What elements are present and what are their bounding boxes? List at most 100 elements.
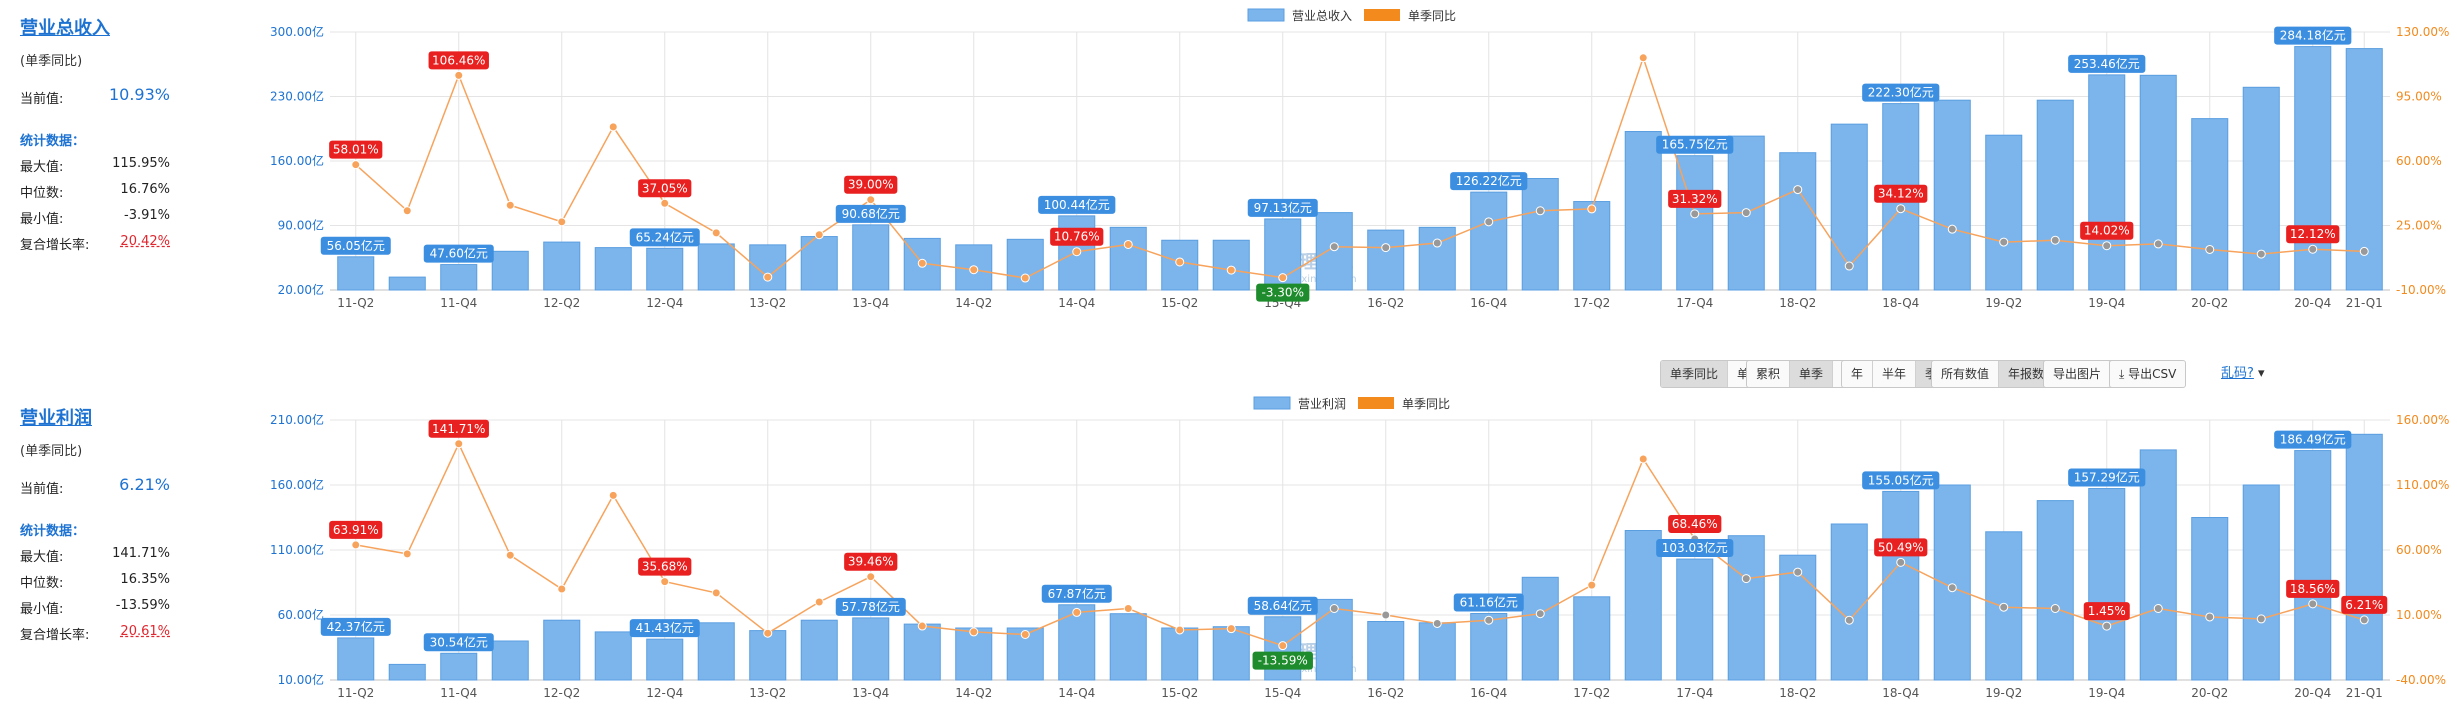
- data-label: 63.91%: [333, 523, 379, 537]
- bar: [697, 622, 735, 681]
- line-point: [608, 490, 618, 500]
- stats-header: 统计数据：: [20, 524, 86, 539]
- toolbar-button[interactable]: 半年: [1873, 361, 1917, 387]
- data-label: 37.05%: [642, 181, 688, 195]
- data-label: 253.46亿元: [2074, 56, 2140, 71]
- line-point: [711, 228, 721, 238]
- line-point: [1793, 567, 1803, 577]
- x-tick-label: 20-Q2: [2191, 296, 2228, 310]
- line-point: [1638, 454, 1648, 464]
- line-point: [2256, 249, 2266, 259]
- data-label-box: [1247, 198, 1318, 217]
- bar: [646, 638, 684, 681]
- encoding-help-dropdown[interactable]: 乱码? ▾: [2221, 360, 2265, 388]
- profit-title[interactable]: 营业利润: [20, 408, 92, 429]
- toolbar-button[interactable]: 累积: [1747, 361, 1791, 387]
- line-point: [1844, 261, 1854, 271]
- data-label: 39.46%: [848, 555, 894, 569]
- data-label-box: [1252, 651, 1313, 670]
- data-label-box: [2286, 579, 2340, 598]
- data-label: 157.29亿元: [2074, 470, 2140, 485]
- toolbar-button[interactable]: 导出图片: [2053, 367, 2102, 381]
- encoding-help-link[interactable]: 乱码?: [2221, 366, 2254, 381]
- data-label-box: [1668, 189, 1722, 208]
- bar: [337, 256, 375, 291]
- line-point: [2205, 244, 2215, 254]
- data-label-box: [1050, 227, 1104, 246]
- y-left-tick-label: 90.00亿: [278, 218, 324, 233]
- profit-current: 当前值: 6.21%: [20, 475, 170, 500]
- bar: [2139, 449, 2177, 681]
- stat-value[interactable]: 20.42%: [120, 234, 170, 249]
- operating-profit-panel: 营业利润 (单季同比) 当前值: 6.21% 统计数据： 最大值: 141.71%…: [0, 390, 2457, 719]
- line-point: [402, 206, 412, 216]
- legend-swatch-line: [1358, 397, 1394, 409]
- data-label: 1.45%: [2088, 604, 2126, 618]
- x-tick-label: 20-Q2: [2191, 686, 2228, 700]
- x-tick-label: 14-Q4: [1058, 686, 1095, 700]
- bar: [388, 276, 426, 291]
- line-point: [1484, 615, 1494, 625]
- toolbar-button[interactable]: 所有数值: [1932, 361, 2000, 387]
- x-tick-label: 18-Q4: [1882, 686, 1919, 700]
- bar: [903, 623, 941, 681]
- data-label: 12.12%: [2290, 227, 2336, 241]
- stat-value[interactable]: 20.61%: [120, 624, 170, 639]
- x-tick-label: 18-Q2: [1779, 686, 1816, 700]
- stat-label: 复合增长率:: [20, 238, 90, 253]
- x-tick-label: 17-Q2: [1573, 686, 1610, 700]
- chevron-down-icon: ▾: [2253, 366, 2265, 381]
- x-tick-label: 19-Q2: [1985, 296, 2022, 310]
- line-point: [1999, 602, 2009, 612]
- toolbar-button[interactable]: ⤓ 导出CSV: [2119, 367, 2177, 381]
- line-point: [505, 550, 515, 560]
- data-label: -13.59%: [1258, 654, 1308, 668]
- line-point: [1072, 247, 1082, 257]
- data-label: 56.05亿元: [327, 238, 385, 253]
- line-point: [1175, 625, 1185, 635]
- current-label: 当前值:: [20, 482, 64, 497]
- line-point: [1535, 206, 1545, 216]
- line-point: [1381, 610, 1391, 620]
- y-right-tick-label: -10.00%: [2396, 283, 2446, 297]
- data-label-box: [1874, 538, 1928, 557]
- line-point: [1535, 609, 1545, 619]
- bar: [1367, 229, 1405, 291]
- stat-value: -13.59%: [115, 598, 170, 613]
- line-point: [454, 70, 464, 80]
- legend-label: 单季同比: [1402, 397, 1450, 411]
- bar: [955, 627, 993, 681]
- toolbar-button[interactable]: 单季: [1790, 361, 1834, 387]
- data-label-box: [329, 140, 383, 159]
- line-point: [763, 272, 773, 282]
- x-tick-label: 12-Q4: [646, 686, 683, 700]
- bar: [337, 637, 375, 681]
- data-label: 58.64亿元: [1254, 598, 1312, 613]
- line-point: [2153, 239, 2163, 249]
- x-tick-label: 16-Q4: [1470, 686, 1507, 700]
- bar: [1470, 191, 1508, 291]
- legend-swatch-line: [1364, 9, 1400, 21]
- x-tick-label: 12-Q2: [543, 686, 580, 700]
- x-tick-label: 16-Q4: [1470, 296, 1507, 310]
- bar: [1676, 558, 1714, 681]
- current-value: 10.93%: [108, 85, 170, 104]
- data-label: -3.30%: [1262, 286, 1304, 300]
- line-point: [814, 230, 824, 240]
- revenue-title[interactable]: 营业总收入: [20, 18, 110, 39]
- data-label: 186.49亿元: [2280, 432, 2346, 447]
- y-left-tick-label: 10.00亿: [278, 672, 324, 687]
- bar: [543, 241, 581, 291]
- x-tick-label: 21-Q1: [2346, 296, 2383, 310]
- data-label: 6.21%: [2345, 598, 2383, 612]
- data-label-box: [2274, 430, 2352, 449]
- line-point: [454, 439, 464, 449]
- line-point: [969, 627, 979, 637]
- y-left-tick-label: 60.00亿: [278, 607, 324, 622]
- bar: [1521, 178, 1559, 291]
- line-point: [2308, 244, 2318, 254]
- line-point: [2205, 612, 2215, 622]
- toolbar-button[interactable]: 年: [1842, 361, 1874, 387]
- data-label-box: [2286, 225, 2340, 244]
- toolbar-button[interactable]: 单季同比: [1661, 361, 1729, 387]
